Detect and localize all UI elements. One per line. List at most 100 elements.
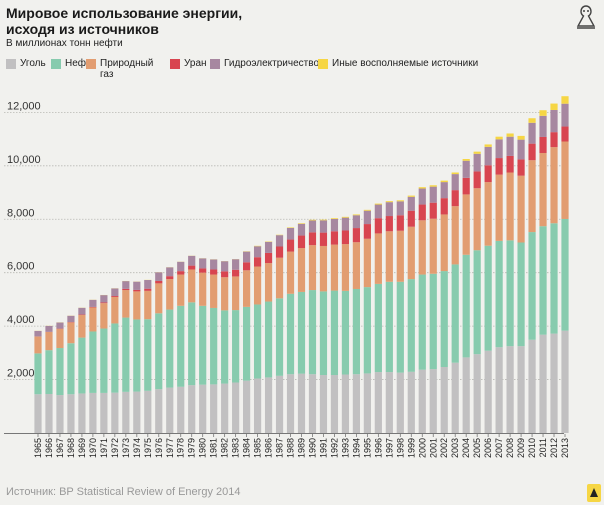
bar-segment: [473, 188, 481, 251]
bar-segment: [341, 230, 350, 245]
x-tick-label: 1984: [242, 438, 252, 458]
bar-segment: [385, 201, 393, 203]
bar-segment: [473, 153, 481, 172]
bar-segment: [297, 235, 306, 249]
bar-segment: [100, 303, 108, 329]
bar-segment: [506, 136, 514, 156]
bar-segment: [155, 389, 163, 433]
bar-segment: [155, 283, 163, 314]
bar-segment: [166, 387, 174, 433]
bar-segment: [243, 262, 251, 271]
bar-segment: [363, 209, 371, 211]
bar-segment: [550, 333, 558, 433]
legend-label: Уголь: [20, 58, 46, 69]
bar-segment: [561, 126, 569, 142]
bar-segment: [275, 375, 284, 433]
x-tick-label: 2010: [527, 438, 537, 458]
bar-segment: [188, 385, 196, 433]
bar-segment: [89, 307, 97, 332]
bar-segment: [484, 146, 492, 166]
bar-segment: [100, 392, 108, 433]
x-tick-label: 2000: [417, 438, 427, 458]
bar-segment: [539, 115, 547, 137]
bar-segment: [56, 328, 64, 349]
x-tick-label: 2012: [549, 438, 559, 458]
bar-segment: [133, 391, 141, 433]
bar-segment: [210, 384, 218, 433]
bar-segment: [78, 314, 86, 338]
bar-segment: [319, 220, 328, 233]
legend-label: Гидроэлектричество: [224, 58, 320, 69]
bar-segment: [341, 244, 350, 291]
bar-segment: [550, 103, 558, 110]
legend-label: Уран: [184, 58, 207, 69]
bar-segment: [133, 281, 141, 290]
bar-segment: [177, 271, 185, 275]
chart-title-line-1: Мировое использование энергии,: [6, 5, 243, 21]
bar-segment: [166, 279, 174, 310]
bar-segment: [264, 377, 273, 433]
bar-segment: [264, 252, 273, 264]
x-tick-label: 1971: [99, 438, 109, 458]
bar-segment: [155, 313, 163, 390]
bar-segment: [111, 392, 119, 433]
x-tick-label: 1990: [307, 438, 317, 458]
bar-segment: [440, 198, 448, 215]
x-tick-label: 1976: [154, 438, 164, 458]
bar-segment: [286, 293, 295, 375]
bar-segment: [341, 217, 350, 231]
bar-segment: [341, 374, 350, 433]
bar-segment: [297, 223, 306, 236]
bar-segment: [429, 202, 437, 219]
y-tick-label: 6,000: [7, 261, 35, 273]
bar-segment: [374, 204, 382, 219]
bar-segment: [385, 231, 393, 282]
x-tick-label: 1968: [66, 438, 76, 458]
bar-segment: [550, 223, 558, 334]
x-tick-label: 1995: [362, 438, 372, 458]
bar-segment: [363, 224, 371, 239]
bar-segment: [506, 172, 514, 241]
x-tick-label: 1973: [121, 438, 131, 458]
bar-segment: [440, 271, 448, 367]
bar-segment: [396, 372, 404, 433]
bar-segment: [385, 281, 393, 373]
bar-segment: [177, 305, 185, 387]
bar-segment: [253, 266, 262, 305]
x-tick-label: 2004: [461, 438, 471, 458]
bar-segment: [111, 296, 119, 298]
bar-segment: [352, 242, 360, 289]
bar-segment: [517, 139, 525, 160]
bar-segment: [561, 141, 569, 219]
x-tick-label: 1977: [165, 438, 175, 458]
bar-segment: [188, 269, 196, 303]
bar-segment: [144, 280, 152, 289]
bar-segment: [352, 214, 360, 216]
legend-swatch: [6, 59, 16, 69]
bar-segment: [495, 139, 503, 159]
bar-segment: [506, 155, 514, 173]
bar-segment: [561, 103, 569, 127]
x-tick-label: 1980: [198, 438, 208, 458]
bar-segment: [308, 245, 317, 291]
bar-segment: [221, 261, 229, 272]
bar-segment: [34, 394, 42, 433]
bar-segment: [166, 267, 174, 277]
bar-segment: [243, 306, 251, 381]
bar-segment: [374, 283, 382, 373]
bar-segment: [462, 160, 470, 178]
bar-segment: [56, 348, 64, 396]
bar-segment: [199, 258, 207, 269]
bar-segment: [45, 325, 53, 332]
bar-segment: [243, 270, 251, 307]
bar-segment: [122, 391, 130, 433]
bar-segment: [396, 215, 404, 231]
x-tick-label: 2013: [560, 438, 570, 458]
bar-segment: [275, 235, 284, 247]
bar-segment: [451, 264, 459, 363]
bar-segment: [319, 291, 328, 376]
bar-segment: [330, 218, 339, 219]
bar-segment: [517, 135, 525, 140]
bar-segment: [199, 268, 207, 273]
bar-segment: [484, 350, 492, 433]
